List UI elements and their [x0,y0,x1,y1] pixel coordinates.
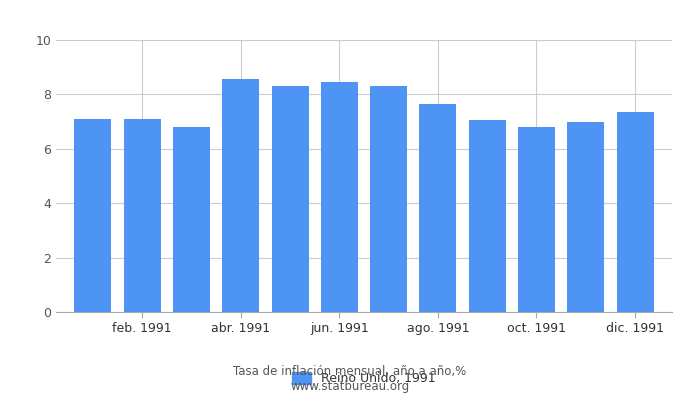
Bar [518,127,555,312]
Bar [617,112,654,312]
Text: Tasa de inflación mensual, año a año,%: Tasa de inflación mensual, año a año,% [233,365,467,378]
Bar [567,122,604,312]
Bar [419,104,456,312]
Bar [223,80,259,312]
Bar [321,82,358,312]
Bar [173,127,210,312]
Bar [124,119,161,312]
Bar [469,120,505,312]
Bar [370,86,407,312]
Text: www.statbureau.org: www.statbureau.org [290,380,410,393]
Bar [272,86,309,312]
Legend: Reino Unido, 1991: Reino Unido, 1991 [287,367,441,390]
Bar [74,119,111,312]
